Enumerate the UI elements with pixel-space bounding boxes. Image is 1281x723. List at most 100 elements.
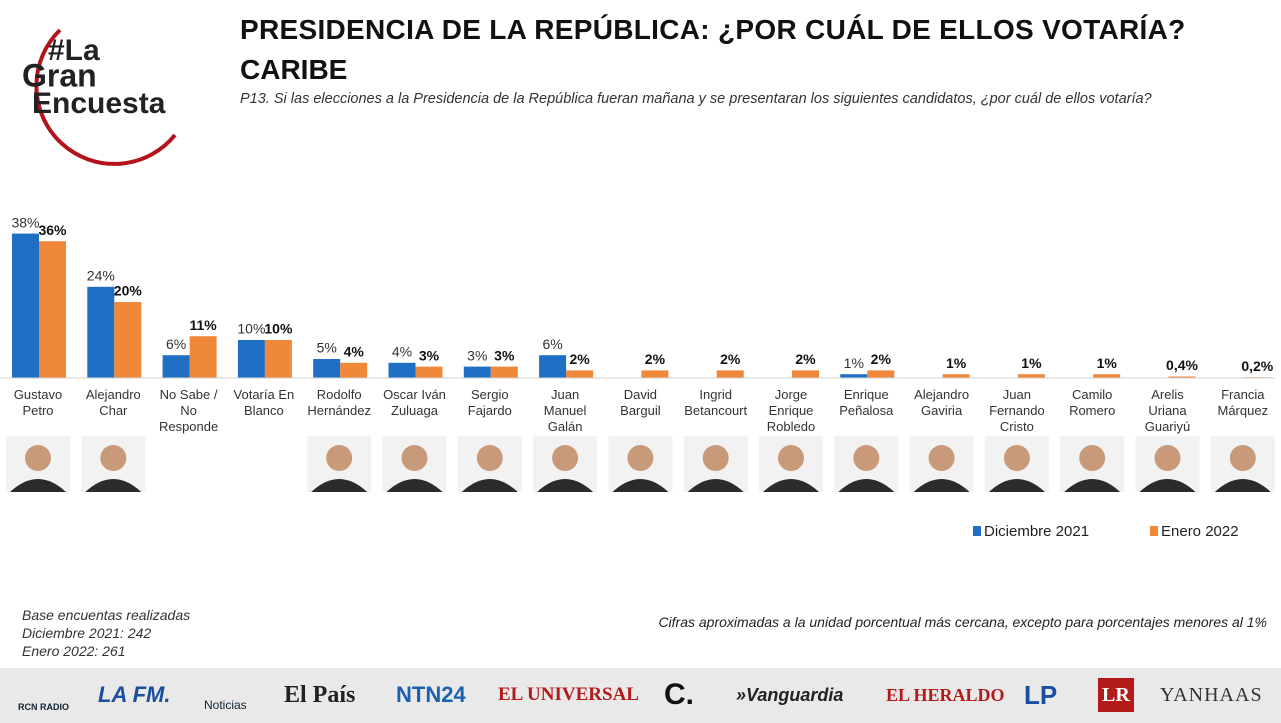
candidate-photo <box>683 436 748 492</box>
value-label: 6% <box>542 336 562 352</box>
photo-body <box>612 479 669 492</box>
bar <box>12 233 39 378</box>
bar <box>867 370 895 378</box>
legend-swatch <box>1150 526 1158 536</box>
media-logo: LP <box>1024 679 1058 710</box>
value-label: 20% <box>114 283 143 299</box>
bar <box>114 302 142 378</box>
x-tick-label: David Barguil <box>620 387 661 418</box>
photo-body <box>1064 479 1121 492</box>
chart-subtitle: CARIBE <box>240 54 348 85</box>
bar <box>162 355 190 378</box>
photo-body <box>838 479 895 492</box>
legend-swatch <box>973 526 981 536</box>
value-label: 5% <box>317 340 337 356</box>
x-tick-label: Francia Márquez <box>1217 387 1269 418</box>
value-label: 0,4% <box>1166 357 1198 373</box>
photo-head <box>1003 445 1030 471</box>
photo-body <box>386 479 443 492</box>
bar <box>237 340 265 378</box>
photo-head <box>100 445 127 471</box>
legend-label: Diciembre 2021 <box>984 523 1089 540</box>
x-tick-label: Alejandro Gaviria <box>914 387 970 418</box>
bar <box>490 366 518 378</box>
note: Enero 2022: 261 <box>22 643 126 659</box>
photo-body <box>85 479 142 492</box>
candidate-photo <box>457 436 522 492</box>
value-label: 3% <box>494 347 515 363</box>
value-label: 6% <box>166 336 186 352</box>
bar <box>942 374 970 378</box>
notes: Base encuentas realizadas Diciembre 2021… <box>22 606 190 660</box>
bar <box>313 359 341 378</box>
x-tick-label: Arelis Uriana Guariyú <box>1144 387 1191 434</box>
candidate-photo <box>533 436 598 492</box>
bar <box>463 366 491 378</box>
candidate-photo <box>759 436 823 492</box>
photo-head <box>552 445 579 471</box>
candidate-photo <box>909 436 974 492</box>
value-label: 36% <box>38 222 67 238</box>
candidate-photo <box>307 436 372 492</box>
value-label: 3% <box>467 347 487 363</box>
x-tick-label: Oscar Iván Zuluaga <box>383 387 446 418</box>
bar <box>264 340 292 378</box>
footer <box>0 668 1281 723</box>
bar <box>388 362 416 378</box>
photo-body <box>988 479 1045 492</box>
x-tick-label: Votaría En Blanco <box>233 387 295 418</box>
candidate-photo <box>382 436 447 492</box>
value-label: 2% <box>645 351 666 367</box>
bar <box>1017 374 1045 378</box>
bar <box>716 370 744 378</box>
candidate-photo <box>1135 436 1200 492</box>
photo-head <box>326 445 353 471</box>
candidate-photo <box>984 436 1049 492</box>
logo-text: Gran <box>22 57 97 93</box>
value-label: 2% <box>871 351 892 367</box>
candidate-photo <box>834 436 899 492</box>
photo-body <box>687 479 744 492</box>
photo-head <box>853 445 880 471</box>
candidate-photo <box>1210 436 1275 492</box>
x-tick-label: Gustavo Petro <box>13 387 63 418</box>
logo-arc <box>34 28 177 166</box>
media-logo: EL HERALDO <box>886 684 1005 705</box>
photo-head <box>25 445 51 471</box>
photo-body <box>763 479 819 492</box>
media-logo: RCN RADIO <box>18 702 69 712</box>
candidate-photo <box>6 436 70 492</box>
x-tick-label: Camilo Romero <box>1069 387 1116 418</box>
x-tick-label: Sergio Fajardo <box>467 387 512 418</box>
x-tick-label: Juan Fernando Cristo <box>989 387 1045 434</box>
media-logo: Noticias <box>204 698 247 712</box>
value-label: 2% <box>569 351 590 367</box>
value-label: 24% <box>87 268 115 284</box>
photo-head <box>1229 445 1256 471</box>
bar <box>840 374 868 378</box>
x-tick-label: Jorge Enrique Robledo <box>766 387 816 434</box>
logo-text: Encuesta <box>32 87 166 120</box>
bar <box>566 370 594 378</box>
photo-body <box>311 479 368 492</box>
photo-body <box>461 479 518 492</box>
value-label: 3% <box>419 347 440 363</box>
x-tick-label: Juan Manuel Galán <box>543 387 587 434</box>
media-logo: EL UNIVERSAL <box>498 684 639 705</box>
photo-head <box>476 445 503 471</box>
photo-body <box>1214 479 1271 492</box>
photo-head <box>627 445 654 471</box>
photo-head <box>928 445 955 471</box>
note: Diciembre 2021: 242 <box>22 625 152 641</box>
value-label: 4% <box>344 344 365 360</box>
x-tick-label: Enrique Peñalosa <box>839 387 894 418</box>
value-label: 0,2% <box>1241 358 1273 374</box>
photo-body <box>10 479 66 492</box>
bar <box>539 355 567 378</box>
value-label: 11% <box>189 317 217 333</box>
media-logo: YANHAAS <box>1160 683 1263 706</box>
value-label: 10% <box>237 321 265 337</box>
value-label: 1% <box>946 355 967 371</box>
value-label: 10% <box>264 321 293 337</box>
media-logo: C. <box>664 678 694 711</box>
